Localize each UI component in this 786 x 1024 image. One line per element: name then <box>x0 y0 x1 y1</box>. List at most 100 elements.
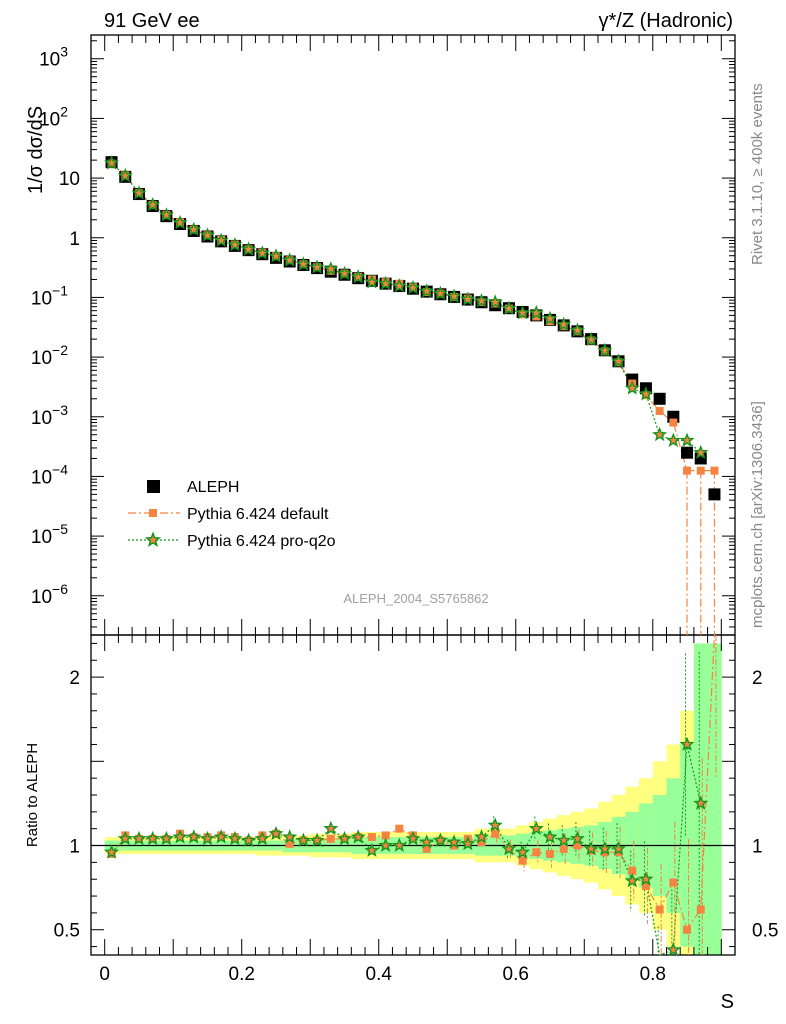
ratio-point-proq2o <box>405 830 421 846</box>
point-proq2o <box>145 197 161 212</box>
point-proq2o <box>131 185 147 200</box>
point-proq2o <box>487 294 503 309</box>
ratio-point-proq2o <box>268 825 284 841</box>
ratio-point-proq2o <box>391 837 407 852</box>
ratio-point-default <box>559 844 568 853</box>
point-default <box>710 466 719 475</box>
ratio-point-proq2o <box>446 834 462 849</box>
point-proq2o <box>227 237 243 252</box>
ratio-point-proq2o <box>131 830 147 846</box>
ratio-point-proq2o <box>158 830 174 846</box>
ratio-point-proq2o <box>117 830 133 846</box>
ratio-point-default <box>285 839 294 848</box>
point-proq2o <box>460 291 476 306</box>
point-proq2o <box>295 256 311 271</box>
ratio-point-proq2o <box>350 829 366 844</box>
ratio-point-default <box>546 849 555 858</box>
ratio-point-proq2o <box>473 829 490 844</box>
ratio-point-default <box>422 844 431 853</box>
point-proq2o <box>391 278 407 293</box>
point-proq2o <box>172 214 188 230</box>
x-tick-label: 0.8 <box>640 964 666 985</box>
ratio-point-proq2o <box>378 837 394 852</box>
point-proq2o <box>364 274 380 289</box>
ratio-point-proq2o <box>665 942 681 957</box>
point-proq2o <box>323 261 339 276</box>
ratio-point-proq2o <box>569 830 585 846</box>
legend-label-proq2o: Pythia 6.424 pro-q2o <box>187 533 336 550</box>
ratio-point-default <box>532 848 541 857</box>
ratio-y-tick-label: 0.5 <box>54 921 80 942</box>
ratio-point-proq2o <box>542 829 558 844</box>
ratio-point-proq2o <box>295 832 311 847</box>
main-y-tick-label: 10 <box>59 169 80 190</box>
ratio-point-proq2o <box>432 832 448 847</box>
ratio-y-tick-label: 2 <box>69 668 80 689</box>
ratio-point-proq2o <box>323 820 339 836</box>
ratio-point-proq2o <box>515 844 531 859</box>
ratio-point-default <box>669 878 678 887</box>
ratio-point-proq2o <box>693 795 709 810</box>
ratio-y-tick-label: 1 <box>69 837 80 858</box>
x-axis-label: S <box>721 991 734 1013</box>
ratio-point-proq2o <box>624 873 640 888</box>
x-axis-ticks <box>104 35 722 955</box>
ratio-line-proq2o <box>111 744 702 956</box>
ratio-point-default <box>491 829 500 838</box>
ratio-point-default <box>683 925 692 934</box>
point-proq2o <box>569 322 585 337</box>
point-proq2o <box>199 227 216 242</box>
ratio-point-proq2o <box>227 830 243 846</box>
ratio-uncertainty-bands <box>104 643 722 955</box>
ratio-point-default <box>367 833 376 842</box>
series-line-proq2o <box>111 162 702 454</box>
ratio-point-default <box>573 841 582 850</box>
ratio-point-proq2o <box>487 817 503 832</box>
point-proq2o <box>446 288 462 303</box>
ratio-point-default <box>518 856 527 865</box>
point-proq2o <box>638 386 654 401</box>
point-proq2o <box>473 293 490 308</box>
point-proq2o <box>542 310 558 326</box>
ratio-point-default <box>395 824 404 833</box>
point-proq2o <box>583 331 599 347</box>
point-proq2o <box>597 342 613 358</box>
ratio-point-proq2o <box>583 841 599 856</box>
ratio-point-proq2o <box>501 840 517 856</box>
point-default <box>532 312 541 321</box>
ratio-point-proq2o <box>254 830 270 846</box>
ratio-point-proq2o <box>309 832 325 847</box>
x-tick-labels: 0 0.2 0.4 0.6 0.8 <box>99 964 666 985</box>
point-proq2o <box>528 304 544 320</box>
ratio-point-proq2o <box>610 841 627 856</box>
point-proq2o <box>501 300 517 315</box>
ratio-point-proq2o <box>241 832 257 847</box>
point-aleph <box>653 392 666 405</box>
point-proq2o <box>158 207 174 222</box>
point-proq2o <box>515 304 531 320</box>
point-proq2o <box>350 269 366 284</box>
point-proq2o <box>679 432 695 447</box>
x-tick-label: 0.2 <box>229 964 255 985</box>
point-proq2o <box>117 167 133 183</box>
ratio-point-proq2o <box>282 829 298 844</box>
point-proq2o <box>624 380 640 395</box>
ratio-point-proq2o <box>199 830 216 846</box>
point-default <box>683 466 692 475</box>
main-y-tick-label: 103 <box>39 44 68 71</box>
ratio-series-marks <box>103 634 717 957</box>
point-proq2o <box>405 279 421 295</box>
series-line-default <box>111 163 715 472</box>
ratio-point-default <box>641 881 650 890</box>
point-proq2o <box>268 248 284 263</box>
point-proq2o <box>610 353 627 368</box>
ratio-point-proq2o <box>103 844 120 859</box>
point-proq2o <box>693 444 709 460</box>
ratio-point-proq2o <box>528 820 544 836</box>
main-y-tick-label: 10−4 <box>31 461 68 488</box>
legend-label-aleph: ALEPH <box>187 479 239 496</box>
ratio-point-proq2o <box>638 871 654 886</box>
ratio-point-default <box>381 831 390 840</box>
ratio-point-proq2o <box>679 736 695 751</box>
